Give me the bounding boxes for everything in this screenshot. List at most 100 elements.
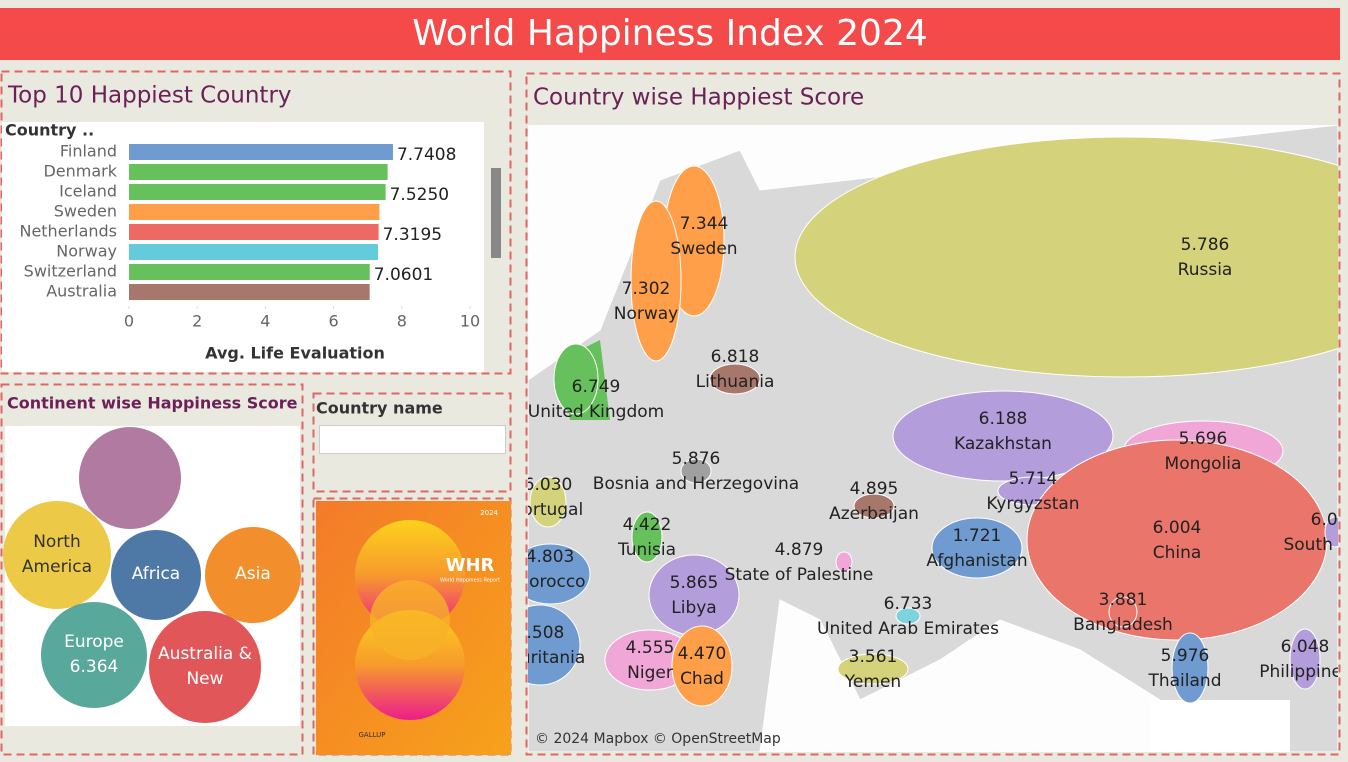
- country-region: [709, 363, 761, 395]
- x-tick-label: 8: [397, 312, 407, 331]
- bubble: North America: [3, 501, 111, 609]
- bubble: Asia: [204, 526, 302, 624]
- value-label: 4.470: [678, 644, 727, 664]
- country-label: Afghanistan: [926, 551, 1027, 571]
- cover-publisher: GALLUP: [358, 731, 385, 739]
- country-region: [892, 390, 1114, 482]
- bubble: Australia & New: [149, 611, 261, 723]
- y-axis-title: Country ..: [5, 121, 94, 140]
- scrollbar[interactable]: [491, 168, 501, 258]
- value-label: 6.058: [1311, 510, 1348, 530]
- value-label: 6.030: [524, 475, 573, 495]
- bubble-label: Asia: [235, 564, 271, 585]
- map[interactable]: 7.344 Sweden 7.302 Norway 6.818 Lithuania 6.74…: [495, 125, 1348, 760]
- country-label: Libya: [671, 598, 716, 618]
- cover-subtitle: World Happiness Report: [440, 578, 500, 584]
- country-label: Morocco: [514, 572, 585, 592]
- country-label: Niger: [627, 663, 673, 683]
- country-region: [528, 543, 591, 605]
- sea: [1150, 700, 1290, 752]
- country-region: [1289, 628, 1321, 690]
- country-region: [853, 493, 895, 519]
- y-tick-label: Sweden: [54, 202, 117, 221]
- value-label: 4.879: [775, 540, 824, 560]
- x-axis-title: Avg. Life Evaluation: [205, 344, 385, 363]
- country-label: United Kingdom: [528, 402, 664, 422]
- panel-border: [312, 392, 512, 493]
- country-label: Azerbaijan: [829, 504, 919, 524]
- y-tick-label: Denmark: [43, 162, 117, 181]
- y-tick-label: Australia: [46, 282, 117, 301]
- value-label: 4.508: [516, 623, 565, 643]
- value-label: 7.7408: [397, 145, 456, 165]
- value-label: 5.696: [1179, 429, 1228, 449]
- country-label: Lithuania: [696, 372, 775, 392]
- country-label: Chad: [680, 669, 724, 689]
- country-region: [631, 511, 663, 563]
- bar: [129, 184, 386, 200]
- y-tick-label: Iceland: [59, 182, 117, 201]
- country-label: Kyrgyzstan: [986, 494, 1079, 514]
- value-label: 7.0601: [374, 265, 433, 285]
- value-label: 4.555: [626, 638, 675, 658]
- y-tick-label: Switzerland: [24, 262, 117, 281]
- value-label: 4.895: [850, 479, 899, 499]
- value-label: 6.818: [711, 347, 760, 367]
- value-label: 6.004: [1153, 518, 1202, 538]
- country-label: Mauritania: [495, 648, 586, 668]
- country-label: Yemen: [844, 672, 901, 692]
- country-region: [1171, 632, 1209, 704]
- bubble: Africa: [111, 530, 201, 620]
- country-label: State of Palestine: [725, 565, 874, 585]
- value-label: 5.976: [1161, 646, 1210, 666]
- chart-title: Top 10 Happiest Country: [7, 83, 292, 109]
- country-region: [1324, 516, 1338, 548]
- country-region: [895, 607, 921, 625]
- x-tick-label: 0: [124, 312, 134, 331]
- x-tick-label: 6: [329, 312, 339, 331]
- country-label: Norway: [614, 304, 679, 324]
- country-label: China: [1153, 543, 1202, 563]
- country-label: Mongolia: [1165, 454, 1242, 474]
- value-label: 7.3195: [383, 225, 442, 245]
- filter-input[interactable]: [319, 425, 506, 454]
- value-label: 7.302: [622, 279, 671, 299]
- country-label: Tunisia: [617, 540, 676, 560]
- bar: [129, 264, 370, 280]
- bubble-label: Africa: [131, 564, 181, 585]
- x-tick-label: 10: [460, 312, 480, 331]
- country-region: [671, 625, 733, 707]
- country-label: Bosnia and Herzegovina: [593, 474, 799, 494]
- panel-border: [0, 70, 512, 375]
- country-label: Sweden: [670, 239, 737, 259]
- value-label: 5.865: [670, 573, 719, 593]
- country-label: Portugal: [513, 500, 583, 520]
- country-region: [553, 343, 599, 415]
- country-region: [680, 458, 712, 484]
- value-label: 3.561: [849, 647, 898, 667]
- value-label: 5.876: [672, 449, 721, 469]
- country-label: United Arab Emirates: [817, 619, 999, 639]
- value-label: 6.749: [572, 377, 621, 397]
- value-label: 7.344: [680, 214, 729, 234]
- panel-border: [525, 72, 1341, 756]
- value-label: 5.714: [1009, 469, 1058, 489]
- value-label: 4.422: [623, 515, 672, 535]
- value-label: 7.5250: [390, 185, 449, 205]
- bar: [129, 164, 388, 180]
- country-label: Thailand: [1147, 671, 1221, 691]
- y-tick-label: Netherlands: [19, 222, 117, 241]
- panel-border: [0, 383, 304, 756]
- bar: [129, 284, 370, 300]
- country-region: [794, 136, 1338, 378]
- country-region: [529, 476, 567, 528]
- country-label: Philippines: [1259, 662, 1348, 682]
- x-tick-label: 2: [192, 312, 202, 331]
- bar: [129, 244, 378, 260]
- map-attribution: © 2024 Mapbox © OpenStreetMap: [535, 731, 781, 747]
- country-label: Kazakhstan: [954, 434, 1052, 454]
- country-region: [1108, 596, 1138, 628]
- country-region: [837, 653, 909, 685]
